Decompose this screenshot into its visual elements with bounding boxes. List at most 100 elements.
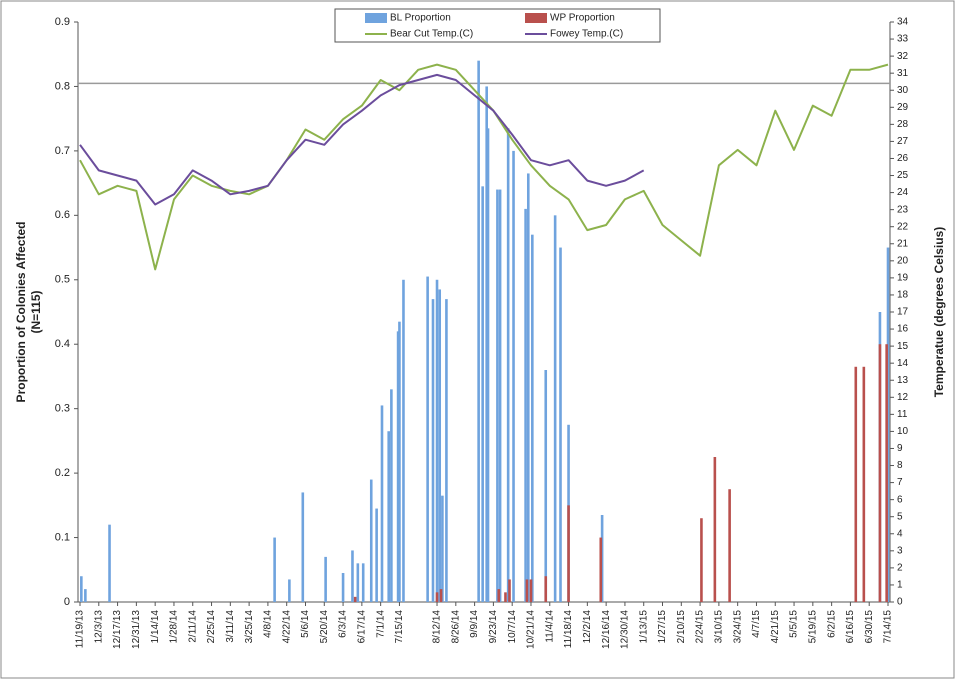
x-tick-label: 12/30/14: [620, 610, 631, 649]
y2-tick-label: 9: [897, 443, 903, 454]
x-tick-label: 4/22/14: [281, 610, 292, 644]
bar: [390, 389, 393, 602]
legend-label: BL Proportion: [390, 13, 451, 24]
x-tick-label: 11/19/13: [75, 610, 86, 649]
bar: [375, 508, 378, 602]
bar: [441, 495, 444, 602]
x-tick-label: 6/3/14: [338, 610, 349, 638]
y2-tick-label: 5: [897, 511, 903, 522]
x-tick-label: 9/9/14: [469, 610, 480, 638]
bar: [387, 431, 391, 602]
legend-swatch: [365, 13, 387, 23]
y2-tick-label: 20: [897, 255, 909, 266]
bar: [700, 518, 703, 602]
x-tick-label: 1/13/15: [638, 610, 649, 644]
y2-tick-label: 28: [897, 119, 909, 130]
x-tick-label: 4/8/14: [263, 610, 274, 638]
bar: [885, 344, 888, 602]
x-tick-label: 12/31/13: [131, 610, 142, 649]
bar: [525, 579, 529, 602]
y2-tick-label: 2: [897, 563, 903, 574]
x-tick-label: 10/21/14: [526, 610, 537, 649]
x-tick-label: 6/30/15: [864, 610, 875, 644]
y-tick-label: 0.5: [55, 274, 70, 286]
x-tick-label: 1/28/14: [169, 610, 180, 644]
x-tick-label: 8/26/14: [450, 610, 461, 644]
bar: [862, 366, 866, 602]
bar: [396, 331, 400, 602]
x-tick-label: 3/10/15: [714, 610, 725, 644]
y-tick-label: 0: [64, 596, 70, 608]
x-tick-label: 1/14/14: [150, 610, 161, 644]
bar: [481, 186, 484, 603]
y2-tick-label: 19: [897, 273, 909, 284]
bar: [431, 299, 435, 602]
y2-tick-label: 18: [897, 290, 909, 301]
x-tick-label: 5/5/15: [789, 610, 800, 638]
bar: [497, 589, 501, 602]
bar: [108, 524, 111, 602]
bar: [508, 579, 511, 602]
x-tick-label: 5/19/15: [807, 610, 818, 644]
bar: [524, 208, 527, 602]
bar: [600, 515, 604, 602]
bar: [402, 279, 405, 602]
y2-tick-label: 21: [897, 238, 909, 249]
x-tick-label: 4/21/15: [770, 610, 781, 644]
y2-tick-label: 3: [897, 545, 903, 556]
y2-tick-label: 4: [897, 528, 903, 539]
x-tick-label: 2/24/15: [695, 610, 706, 644]
line: [79, 73, 645, 206]
y2-tick-label: 27: [897, 136, 909, 147]
y2-tick-label: 31: [897, 68, 909, 79]
x-tick-label: 3/25/14: [244, 610, 255, 644]
y2-tick-label: 1: [897, 580, 903, 591]
x-tick-label: 6/2/15: [826, 610, 837, 638]
bar: [713, 457, 717, 602]
y-tick-label: 0.3: [55, 403, 70, 415]
y-tick-label: 0.7: [55, 145, 70, 157]
bar: [599, 537, 603, 602]
x-tick-label: 2/11/14: [187, 610, 198, 643]
bar: [324, 556, 327, 602]
y2-tick-label: 15: [897, 341, 909, 352]
x-tick-label: 3/11/14: [225, 610, 236, 643]
y2-tick-label: 16: [897, 324, 909, 335]
bar: [353, 596, 357, 602]
bar: [506, 128, 510, 603]
x-tick-label: 5/6/14: [300, 610, 311, 638]
y-tick-label: 0.2: [55, 467, 70, 479]
x-tick-label: 7/15/14: [394, 610, 405, 644]
bar: [496, 189, 499, 603]
y-axis-title: (N=115): [29, 290, 43, 333]
bar: [438, 289, 442, 602]
y2-tick-label: 33: [897, 34, 909, 45]
bar: [529, 579, 533, 602]
y-tick-label: 0.1: [55, 531, 70, 543]
x-tick-label: 12/16/14: [601, 610, 612, 649]
bar: [886, 247, 890, 603]
bar: [504, 592, 507, 602]
legend-label: WP Proportion: [550, 13, 615, 24]
y2-tick-label: 11: [897, 409, 908, 420]
y2-tick-label: 7: [897, 477, 903, 488]
legend-swatch: [525, 13, 547, 23]
legend-box: [334, 8, 661, 43]
y2-tick-label: 32: [897, 51, 909, 62]
line: [79, 63, 889, 271]
y2-tick-label: 24: [897, 187, 909, 198]
bar: [80, 576, 83, 602]
y2-tick-label: 23: [897, 204, 909, 215]
legend-label: Fowey Temp.(C): [550, 29, 623, 40]
bar: [512, 150, 515, 602]
bar: [544, 370, 548, 602]
bar: [567, 505, 570, 602]
bar: [477, 60, 480, 602]
y2-tick-label: 13: [897, 375, 909, 386]
x-tick-label: 7/14/15: [883, 610, 894, 644]
bar: [531, 234, 534, 602]
x-tick-label: 4/7/15: [751, 610, 762, 638]
x-tick-label: 2/25/14: [206, 610, 217, 644]
y2-tick-label: 8: [897, 460, 903, 471]
bar: [341, 573, 345, 602]
